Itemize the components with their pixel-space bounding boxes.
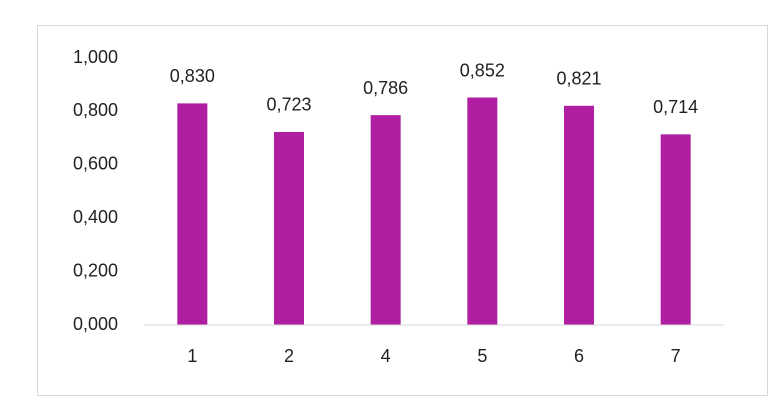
bar: [564, 105, 594, 325]
y-tick-label: 0,800: [73, 100, 118, 120]
data-label: 0,714: [653, 97, 698, 117]
bar: [177, 103, 208, 325]
x-tick-label: 6: [574, 346, 584, 366]
y-tick-label: 0,000: [73, 314, 118, 334]
data-label: 0,786: [363, 78, 408, 98]
bar: [370, 115, 401, 325]
bar: [274, 131, 304, 325]
data-label: 0,723: [266, 95, 311, 115]
data-label: 0,830: [170, 66, 215, 86]
data-label: 0,821: [556, 69, 601, 89]
y-tick-label: 0,600: [73, 154, 118, 174]
y-tick-label: 1,000: [73, 47, 118, 67]
bar: [467, 97, 498, 326]
bar: [660, 134, 691, 325]
data-label: 0,852: [460, 60, 505, 80]
y-tick-label: 0,400: [73, 207, 118, 227]
x-tick-label: 2: [284, 346, 294, 366]
x-tick-label: 7: [671, 346, 681, 366]
x-tick-label: 5: [477, 346, 487, 366]
chart-border: [37, 25, 768, 396]
x-tick-label: 4: [381, 346, 391, 366]
x-tick-label: 1: [187, 346, 197, 366]
y-tick-label: 0,200: [73, 260, 118, 280]
